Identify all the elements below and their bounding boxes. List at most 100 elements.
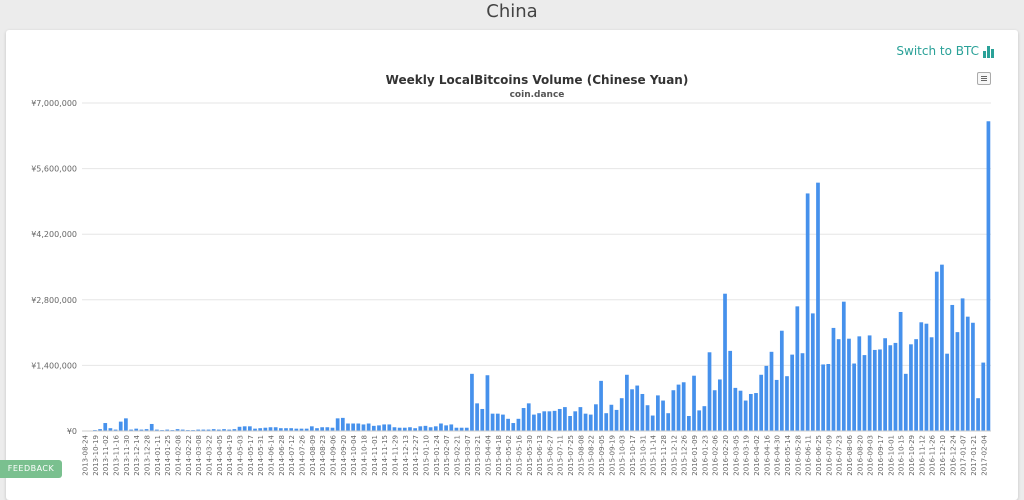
bar[interactable] bbox=[149, 423, 154, 431]
bar[interactable] bbox=[542, 411, 547, 431]
bar[interactable] bbox=[330, 427, 335, 431]
bar[interactable] bbox=[464, 427, 469, 431]
bar[interactable] bbox=[217, 429, 221, 431]
bar[interactable] bbox=[309, 426, 314, 431]
bar[interactable] bbox=[444, 425, 448, 431]
bar[interactable] bbox=[888, 345, 893, 431]
bar[interactable] bbox=[490, 413, 495, 431]
bar[interactable] bbox=[227, 429, 232, 431]
bar[interactable] bbox=[816, 182, 820, 431]
bar[interactable] bbox=[738, 390, 743, 431]
switch-to-btc-button[interactable]: Switch to BTC bbox=[896, 44, 994, 58]
bar[interactable] bbox=[924, 323, 929, 431]
bar[interactable] bbox=[588, 414, 593, 431]
bar[interactable] bbox=[537, 413, 541, 431]
bar[interactable] bbox=[929, 337, 934, 431]
bar[interactable] bbox=[604, 413, 609, 431]
bar[interactable] bbox=[836, 339, 841, 431]
bar[interactable] bbox=[232, 429, 237, 431]
bar[interactable] bbox=[552, 410, 557, 431]
bar[interactable] bbox=[764, 365, 769, 431]
bar[interactable] bbox=[516, 418, 521, 431]
bar[interactable] bbox=[645, 405, 650, 431]
bar[interactable] bbox=[847, 338, 851, 431]
bar[interactable] bbox=[903, 373, 908, 431]
bar[interactable] bbox=[418, 426, 423, 431]
bar[interactable] bbox=[258, 428, 263, 431]
bar[interactable] bbox=[676, 384, 681, 431]
bar[interactable] bbox=[872, 349, 877, 431]
bar[interactable] bbox=[774, 379, 779, 431]
bar[interactable] bbox=[945, 353, 949, 431]
bar[interactable] bbox=[273, 427, 278, 431]
bar[interactable] bbox=[433, 426, 438, 431]
bar[interactable] bbox=[965, 316, 970, 431]
bar[interactable] bbox=[98, 429, 102, 431]
bar[interactable] bbox=[506, 418, 510, 431]
bar[interactable] bbox=[413, 428, 417, 431]
bar[interactable] bbox=[707, 352, 712, 431]
bar[interactable] bbox=[981, 362, 986, 431]
bar[interactable] bbox=[113, 429, 118, 431]
bar[interactable] bbox=[563, 407, 567, 431]
bar[interactable] bbox=[299, 428, 304, 431]
bar[interactable] bbox=[852, 363, 856, 431]
bar[interactable] bbox=[320, 427, 325, 431]
bar[interactable] bbox=[346, 423, 350, 431]
bar[interactable] bbox=[392, 427, 397, 431]
bar[interactable] bbox=[475, 403, 479, 431]
bar[interactable] bbox=[253, 428, 257, 431]
bar[interactable] bbox=[206, 429, 211, 431]
bar[interactable] bbox=[640, 393, 645, 431]
bar[interactable] bbox=[118, 421, 123, 431]
bar[interactable] bbox=[671, 390, 676, 431]
bar[interactable] bbox=[485, 375, 490, 431]
bar[interactable] bbox=[237, 426, 242, 431]
bar[interactable] bbox=[712, 390, 717, 431]
bar[interactable] bbox=[717, 379, 722, 431]
bar[interactable] bbox=[495, 413, 500, 431]
bar[interactable] bbox=[108, 428, 113, 431]
bar[interactable] bbox=[795, 306, 800, 431]
bar[interactable] bbox=[511, 423, 516, 431]
bar[interactable] bbox=[526, 403, 531, 431]
bar[interactable] bbox=[867, 335, 872, 431]
bar[interactable] bbox=[826, 363, 831, 431]
bar[interactable] bbox=[857, 336, 862, 431]
bar[interactable] bbox=[304, 428, 309, 431]
bar[interactable] bbox=[139, 429, 144, 431]
chart-menu-button[interactable] bbox=[977, 72, 991, 85]
bar[interactable] bbox=[661, 400, 665, 431]
bar[interactable] bbox=[955, 332, 960, 431]
bar[interactable] bbox=[785, 376, 789, 431]
bar[interactable] bbox=[800, 353, 805, 431]
bar[interactable] bbox=[950, 304, 955, 431]
bar[interactable] bbox=[573, 411, 578, 431]
bar[interactable] bbox=[748, 393, 753, 431]
bar[interactable] bbox=[614, 409, 619, 431]
bar[interactable] bbox=[759, 374, 764, 431]
bar[interactable] bbox=[439, 423, 443, 431]
bar[interactable] bbox=[325, 427, 330, 431]
bar[interactable] bbox=[609, 404, 614, 431]
bar[interactable] bbox=[480, 408, 485, 431]
bar[interactable] bbox=[986, 121, 991, 431]
bar[interactable] bbox=[635, 385, 640, 431]
bar[interactable] bbox=[723, 293, 727, 431]
bar[interactable] bbox=[821, 364, 826, 431]
bar[interactable] bbox=[831, 327, 836, 431]
bar[interactable] bbox=[459, 427, 464, 431]
bar[interactable] bbox=[619, 398, 624, 431]
bar[interactable] bbox=[377, 425, 381, 431]
bar[interactable] bbox=[971, 322, 975, 431]
bar[interactable] bbox=[211, 429, 216, 431]
bar[interactable] bbox=[335, 418, 340, 431]
bar[interactable] bbox=[134, 428, 139, 431]
feedback-button[interactable]: FEEDBACK bbox=[0, 460, 62, 478]
bar[interactable] bbox=[371, 425, 376, 431]
bar[interactable] bbox=[103, 423, 108, 431]
bar[interactable] bbox=[247, 426, 252, 431]
bar[interactable] bbox=[909, 344, 913, 431]
bar[interactable] bbox=[165, 429, 170, 431]
bar[interactable] bbox=[532, 414, 536, 431]
